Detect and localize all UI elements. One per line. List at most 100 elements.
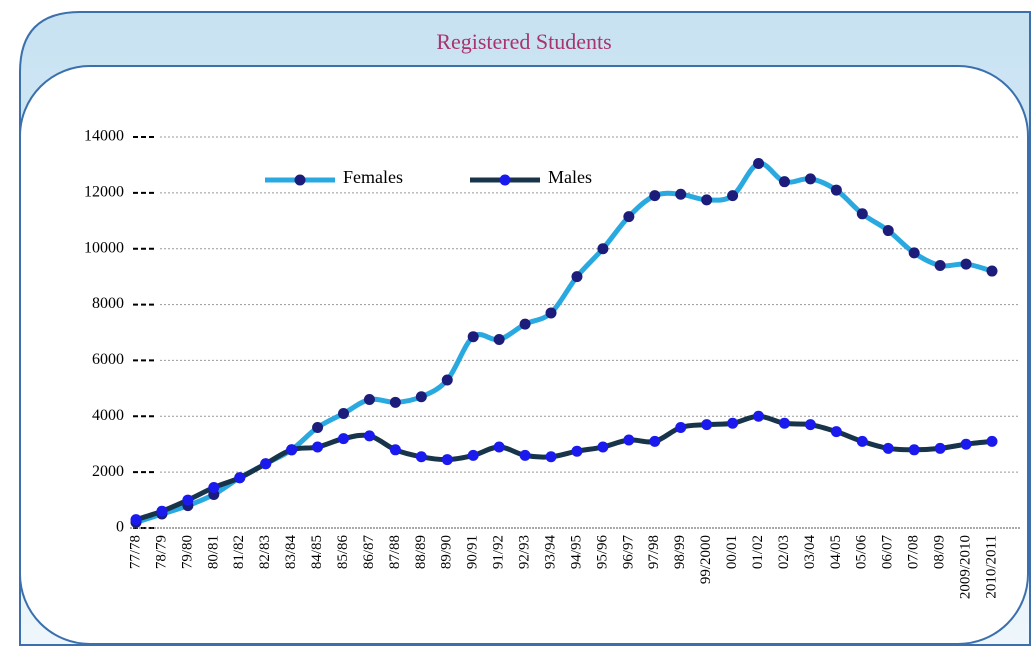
x-tick-label: 2010/2011 xyxy=(983,535,999,599)
y-tick-label: 8000 xyxy=(92,295,124,312)
chart-title: Registered Students xyxy=(436,29,611,54)
x-tick-label: 77/78 xyxy=(127,535,143,569)
point xyxy=(753,158,765,170)
x-tick-label: 78/79 xyxy=(153,535,169,569)
plot-panel xyxy=(19,65,1029,645)
point xyxy=(338,407,350,419)
point xyxy=(467,331,479,343)
point xyxy=(623,434,635,446)
x-tick-label: 91/92 xyxy=(491,535,507,569)
y-tick-label: 0 xyxy=(116,519,124,536)
x-tick-label: 02/03 xyxy=(776,535,792,569)
y-tick-label: 12000 xyxy=(84,184,124,201)
point xyxy=(545,451,557,463)
point xyxy=(415,391,427,403)
point xyxy=(623,211,635,223)
y-tick-label: 10000 xyxy=(84,239,124,256)
point xyxy=(441,374,453,386)
x-tick-label: 83/84 xyxy=(283,535,299,570)
point xyxy=(312,421,324,433)
point xyxy=(727,190,739,202)
x-tick-label: 01/02 xyxy=(750,535,766,569)
point xyxy=(701,194,713,206)
point xyxy=(753,410,765,422)
point xyxy=(389,396,401,408)
point xyxy=(986,265,998,277)
point xyxy=(286,444,298,456)
x-tick-label: 94/95 xyxy=(568,535,584,569)
point xyxy=(571,271,583,283)
point xyxy=(260,458,272,470)
point xyxy=(208,482,220,494)
y-tick-label: 6000 xyxy=(92,351,124,368)
y-tick-label: 14000 xyxy=(84,128,124,145)
x-tick-label: 80/81 xyxy=(205,535,221,569)
point xyxy=(649,190,661,202)
x-tick-label: 96/97 xyxy=(620,535,636,570)
point xyxy=(441,454,453,466)
x-tick-label: 08/09 xyxy=(932,535,948,569)
point xyxy=(882,225,894,237)
x-tick-label: 95/96 xyxy=(594,535,610,570)
point xyxy=(182,494,194,506)
x-tick-label: 04/05 xyxy=(828,535,844,569)
x-tick-label: 97/98 xyxy=(646,535,662,569)
x-tick-label: 92/93 xyxy=(517,535,533,569)
point xyxy=(701,419,713,431)
point xyxy=(856,435,868,447)
point xyxy=(312,441,324,453)
point xyxy=(389,444,401,456)
legend-label: Males xyxy=(548,167,592,187)
point xyxy=(649,435,661,447)
x-tick-label: 86/87 xyxy=(361,535,377,570)
x-tick-label: 82/83 xyxy=(257,535,273,569)
x-tick-label: 90/91 xyxy=(465,535,481,569)
point xyxy=(519,318,531,330)
point xyxy=(597,243,609,255)
point xyxy=(908,444,920,456)
point xyxy=(830,184,842,196)
point xyxy=(597,441,609,453)
x-tick-label: 87/88 xyxy=(387,535,403,569)
point xyxy=(467,449,479,461)
point xyxy=(882,442,894,454)
y-tick-label: 2000 xyxy=(92,463,124,480)
point xyxy=(727,417,739,429)
point xyxy=(960,438,972,450)
point xyxy=(493,333,505,345)
point xyxy=(934,442,946,454)
legend-label: Females xyxy=(343,167,403,187)
point xyxy=(571,445,583,457)
x-tick-label: 85/86 xyxy=(335,535,351,570)
point xyxy=(804,419,816,431)
x-tick-label: 07/08 xyxy=(906,535,922,569)
x-tick-label: 98/99 xyxy=(672,535,688,569)
point xyxy=(415,451,427,463)
point xyxy=(545,307,557,319)
x-tick-label: 2009/2010 xyxy=(957,535,973,599)
x-tick-label: 81/82 xyxy=(231,535,247,569)
point xyxy=(778,417,790,429)
point xyxy=(675,421,687,433)
x-tick-label: 00/01 xyxy=(724,535,740,569)
x-tick-label: 88/89 xyxy=(413,535,429,569)
point xyxy=(986,435,998,447)
x-tick-label: 89/90 xyxy=(439,535,455,569)
point xyxy=(804,173,816,185)
x-tick-label: 84/85 xyxy=(309,535,325,569)
x-tick-label: 79/80 xyxy=(179,535,195,569)
point xyxy=(934,259,946,271)
y-tick-label: 4000 xyxy=(92,407,124,424)
point xyxy=(363,430,375,442)
point xyxy=(338,433,350,445)
point xyxy=(778,176,790,188)
point xyxy=(908,247,920,259)
point xyxy=(234,472,246,484)
point xyxy=(493,441,505,453)
series-line xyxy=(135,413,993,523)
point xyxy=(960,258,972,270)
point xyxy=(830,426,842,438)
x-tick-label: 99/2000 xyxy=(698,535,714,584)
point xyxy=(363,394,375,406)
